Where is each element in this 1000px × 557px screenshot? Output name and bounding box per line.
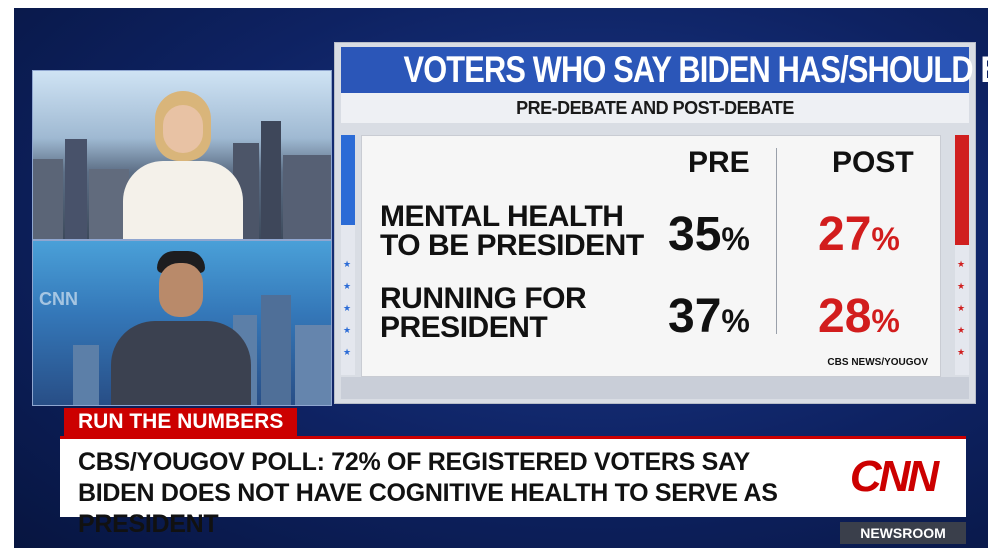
- segment-tag: RUN THE NUMBERS: [64, 408, 298, 436]
- city-skyline: [33, 121, 331, 239]
- studio-wall-logo: CNN: [39, 289, 78, 309]
- source-credit: CBS NEWS/YOUGOV: [827, 357, 928, 368]
- headline-text: CBS/YOUGOV POLL: 72% OF REGISTERED VOTER…: [78, 448, 778, 538]
- graphic-title: VOTERS WHO SAY BIDEN HAS/SHOULD BE: [341, 47, 988, 93]
- pre-value-mental-health: 35%: [668, 208, 750, 261]
- lower-third-banner: CBS/YOUGOV POLL: 72% OF REGISTERED VOTER…: [60, 436, 966, 538]
- poll-graphic: VOTERS WHO SAY BIDEN HAS/SHOULD BE PRE-D…: [334, 42, 988, 404]
- star-icon: ★: [343, 347, 352, 357]
- star-icon: ★: [343, 259, 352, 269]
- pre-value-running: 37%: [668, 290, 750, 343]
- guest-video-feed: CNN: [32, 240, 332, 406]
- star-icon: ★: [343, 303, 352, 313]
- show-name-badge: NEWSROOM: [840, 522, 966, 544]
- results-panel: PRE POST MENTAL HEALTH TO BE PRESIDENT 3…: [361, 135, 941, 377]
- star-icon: ★: [957, 325, 966, 335]
- star-icon: ★: [957, 347, 966, 357]
- star-icon: ★: [343, 281, 352, 291]
- column-header-post: POST: [832, 146, 914, 179]
- cnn-logo: CNN: [849, 452, 939, 501]
- post-value-mental-health: 27%: [818, 208, 900, 261]
- column-header-pre: PRE: [688, 146, 750, 179]
- graphic-subtitle: PRE-DEBATE AND POST-DEBATE: [341, 93, 969, 123]
- star-icon: ★: [957, 281, 966, 291]
- left-star-rail: ★ ★ ★ ★ ★: [341, 135, 355, 375]
- star-icon: ★: [957, 259, 966, 269]
- column-divider: [776, 148, 777, 334]
- post-value-running: 28%: [818, 290, 900, 343]
- guest-person: [111, 251, 251, 405]
- broadcast-frame: CNN VOTERS WHO SAY BIDEN HAS/SHOULD BE P…: [14, 8, 988, 548]
- right-star-rail: ★ ★ ★ ★ ★: [955, 135, 969, 375]
- graphic-base: [341, 377, 969, 399]
- row-label-running: RUNNING FOR PRESIDENT: [380, 282, 587, 344]
- anchor-video-feed: [32, 70, 332, 240]
- anchor-person: [123, 91, 243, 239]
- star-icon: ★: [957, 303, 966, 313]
- row-label-mental-health: MENTAL HEALTH TO BE PRESIDENT: [380, 200, 644, 262]
- star-icon: ★: [343, 325, 352, 335]
